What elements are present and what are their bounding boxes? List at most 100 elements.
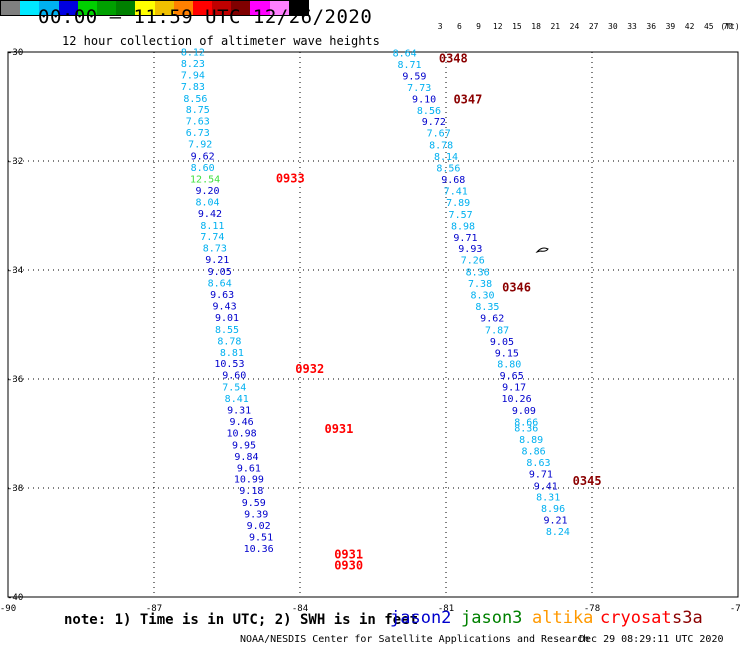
- wave-height-value: 8.14: [434, 152, 458, 163]
- wave-height-value: 8.30: [470, 291, 494, 302]
- credit-text: NOAA/NESDIS Center for Satellite Applica…: [240, 634, 590, 645]
- pass-time-label: 0345: [573, 474, 602, 488]
- island-outline: [535, 247, 549, 254]
- x-tick-label: -81: [438, 604, 454, 614]
- wave-height-value: 9.21: [205, 255, 229, 266]
- wave-height-value: 9.46: [230, 417, 254, 428]
- satellite-label-altika: altika: [532, 608, 594, 628]
- wave-height-value: 8.56: [183, 94, 207, 105]
- legend-unit: (ft): [720, 22, 740, 31]
- legend-label: 12: [492, 22, 503, 31]
- legend-label: 3: [437, 22, 443, 31]
- wave-height-value: 7.89: [446, 198, 470, 209]
- wave-height-value: 9.43: [213, 301, 237, 312]
- wave-height-value: 8.11: [200, 221, 224, 232]
- legend-label: 15: [512, 22, 522, 31]
- pass-time-label: 0347: [453, 92, 482, 106]
- legend-label: 18: [531, 22, 541, 31]
- wave-height-value: 7.94: [181, 70, 205, 81]
- legend-label: 21: [550, 22, 561, 31]
- y-tick-label: -36: [7, 375, 23, 385]
- legend-label: 9: [476, 22, 481, 31]
- wave-height-value: 7.87: [485, 325, 509, 336]
- wave-height-value: 8.23: [181, 59, 205, 70]
- legend-swatch: [269, 1, 289, 15]
- wave-height-value: 7.54: [222, 383, 246, 394]
- color-scale-legend: [0, 0, 309, 16]
- wave-height-value: 9.02: [247, 521, 271, 532]
- wave-height-value: 9.39: [244, 510, 268, 521]
- wave-height-value: 7.57: [449, 210, 473, 221]
- wave-height-value: 9.21: [543, 516, 567, 527]
- pass-time-label: 0932: [295, 362, 324, 376]
- y-tick-label: -40: [7, 593, 23, 603]
- wave-height-value: 8.36: [466, 268, 490, 279]
- wave-height-value: 9.51: [249, 533, 273, 544]
- wave-height-value: 9.31: [227, 406, 251, 417]
- wave-height-value: 8.24: [546, 527, 570, 538]
- wave-height-value: 9.01: [215, 313, 239, 324]
- map-title: 00:00 — 11:59 UTC 12/26/2020: [38, 6, 373, 28]
- legend-label: 70: [723, 22, 733, 31]
- wave-height-value: 7.74: [200, 232, 224, 243]
- legend-swatch: [154, 1, 174, 15]
- legend-label: 39: [665, 22, 676, 31]
- y-tick-label: -34: [7, 266, 23, 276]
- legend-label: 36: [646, 22, 657, 31]
- wave-height-value: 10.26: [502, 394, 532, 405]
- wave-height-value: 9.17: [502, 383, 526, 394]
- wave-height-value: 8.56: [417, 106, 441, 117]
- x-tick-label: -75: [730, 604, 740, 614]
- wave-height-value: 8.66: [514, 418, 538, 429]
- wave-height-value: 8.78: [429, 141, 453, 152]
- satellite-label-jason3: jason3: [461, 608, 523, 628]
- wave-height-value: 9.59: [402, 71, 426, 82]
- wave-height-value: 8.04: [195, 197, 219, 208]
- wave-height-value: 10.36: [244, 544, 274, 555]
- map-subtitle: 12 hour collection of altimeter wave hei…: [62, 34, 380, 48]
- wave-height-value: 9.63: [210, 290, 234, 301]
- legend-label: 45: [703, 22, 714, 31]
- wave-height-value: 8.86: [522, 446, 546, 457]
- wave-height-value: 8.36: [514, 424, 538, 435]
- wave-height-value: 8.80: [497, 360, 521, 371]
- wave-height-value: 9.42: [198, 209, 222, 220]
- wave-height-value: 7.38: [468, 279, 492, 290]
- wave-height-value: 9.20: [195, 186, 219, 197]
- satellite-label-s3a: s3a: [672, 608, 703, 628]
- legend-label: 27: [588, 22, 599, 31]
- wave-height-value: 7.63: [186, 117, 210, 128]
- wave-height-value: 8.41: [225, 394, 249, 405]
- wave-height-value: 8.81: [220, 348, 244, 359]
- wave-height-value: 8.75: [186, 105, 210, 116]
- legend-label: 24: [569, 22, 580, 31]
- legend-swatch: [58, 1, 78, 15]
- pass-time-label: 0931: [334, 547, 363, 561]
- wave-height-value: 9.15: [495, 348, 519, 359]
- wave-height-value: 10.53: [214, 359, 244, 370]
- wave-height-value: 8.96: [541, 504, 565, 515]
- legend-swatch: [1, 1, 21, 15]
- wave-height-value: 9.10: [412, 94, 436, 105]
- pass-time-label: 0930: [334, 558, 363, 572]
- y-tick-label: -30: [7, 48, 23, 58]
- pass-time-label: 0931: [324, 422, 353, 436]
- legend-swatch: [116, 1, 136, 15]
- legend-swatch: [135, 1, 155, 15]
- legend-label: 6: [456, 22, 462, 31]
- wave-height-value: 9.62: [191, 152, 215, 163]
- wave-height-value: 8.64: [393, 49, 417, 60]
- wave-height-value: 9.71: [453, 233, 477, 244]
- wave-height-value: 9.95: [232, 440, 256, 451]
- wave-height-value: 9.65: [500, 371, 524, 382]
- wave-height-value: 9.84: [234, 452, 258, 463]
- wave-height-value: 8.31: [536, 493, 560, 504]
- legend-label: 33: [627, 22, 637, 31]
- wave-height-value: 9.05: [490, 337, 514, 348]
- wave-height-value: 9.41: [534, 481, 558, 492]
- wave-height-value: 9.18: [239, 486, 263, 497]
- wave-height-value: 9.05: [208, 267, 232, 278]
- pass-time-label: 0933: [276, 171, 305, 185]
- x-tick-label: -90: [0, 604, 16, 614]
